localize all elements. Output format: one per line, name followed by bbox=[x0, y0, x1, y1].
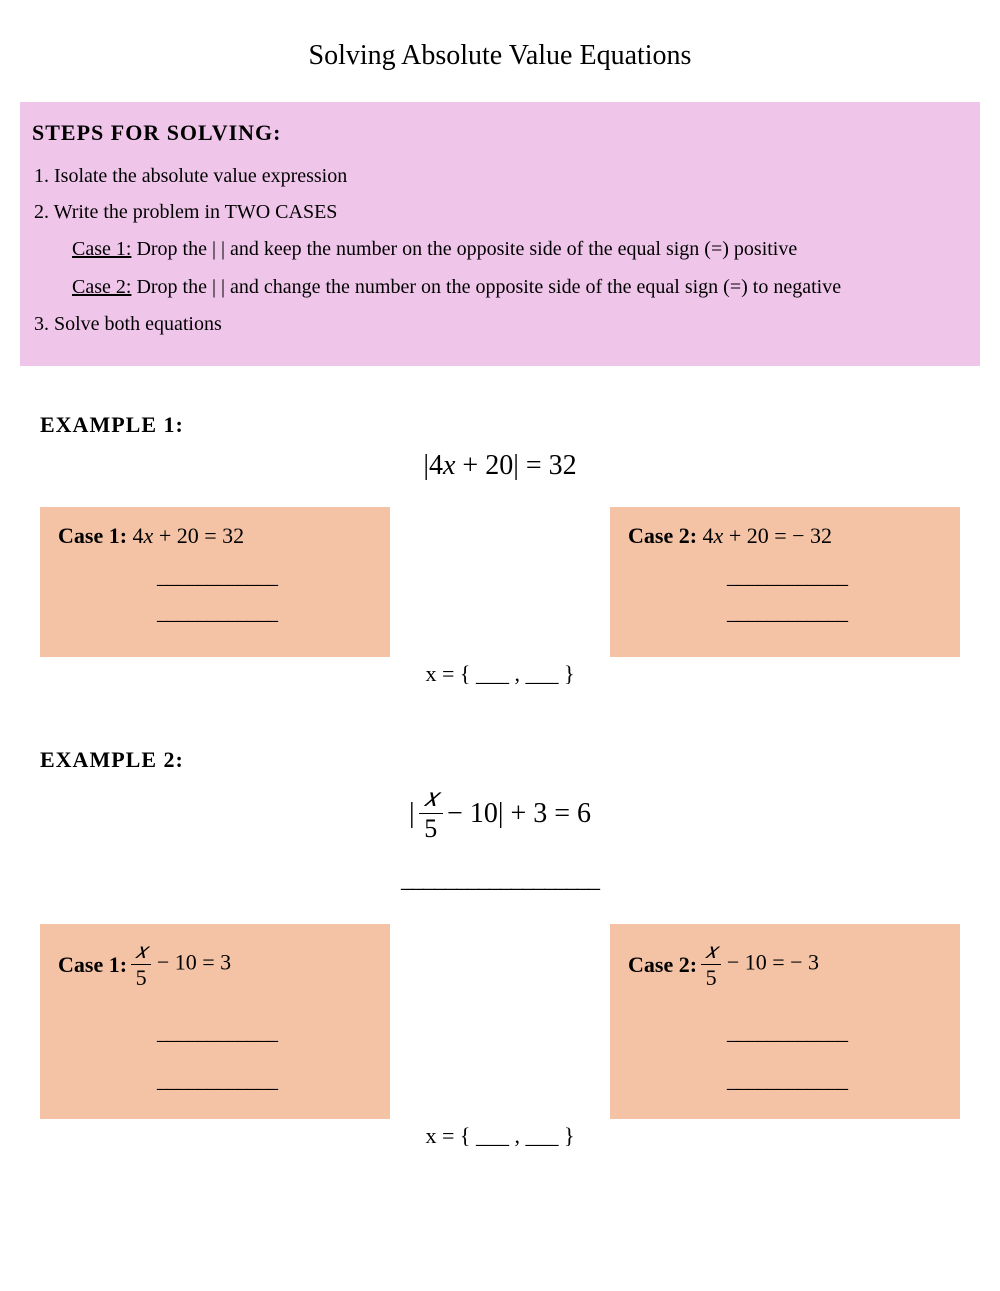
example2-case1-card: Case 1: 𝑥 5 − 10 = 3 ____________ ______… bbox=[40, 924, 390, 1119]
example1-cases-row: Case 1: 4x + 20 = 32 ____________ ______… bbox=[40, 507, 960, 657]
example1-case2-card: Case 2: 4x + 20 = − 32 ____________ ____… bbox=[610, 507, 960, 657]
example2-case1-label: Case 1: bbox=[58, 952, 127, 978]
example1-case2-label: Case 2: bbox=[628, 523, 703, 548]
example1-header: Example 1: bbox=[40, 412, 960, 438]
example2-case2-eq: 𝑥 5 − 10 = − 3 bbox=[701, 940, 819, 989]
example1-case1-blank2[interactable]: ____________ bbox=[58, 599, 376, 625]
example2-case1-blank2[interactable]: ____________ bbox=[58, 1067, 376, 1093]
example2-equation: | 𝑥 5 − 10| + 3 = 6 bbox=[40, 785, 960, 842]
step-3: 3. Solve both equations bbox=[34, 306, 968, 342]
example1-equation: |4x + 20| = 32 bbox=[40, 450, 960, 482]
steps-panel: Steps for Solving: 1. Isolate the absolu… bbox=[20, 102, 980, 366]
example2-case2-card: Case 2: 𝑥 5 − 10 = − 3 ____________ ____… bbox=[610, 924, 960, 1119]
example2-solution[interactable]: x = { ___ , ___ } bbox=[40, 1123, 960, 1149]
example1-solution[interactable]: x = { ___ , ___ } bbox=[40, 661, 960, 687]
example2-panel: Example 2: | 𝑥 5 − 10| + 3 = 6 _________… bbox=[20, 729, 980, 1163]
step-2-case-1: Case 1: Drop the | | and keep the number… bbox=[72, 230, 968, 268]
step-2: 2. Write the problem in TWO CASES bbox=[34, 194, 968, 230]
example1-panel: Example 1: |4x + 20| = 32 Case 1: 4x + 2… bbox=[20, 394, 980, 701]
example2-case2-label: Case 2: bbox=[628, 952, 697, 978]
example2-eq-num: 𝑥 bbox=[419, 785, 443, 814]
example1-case1-label: Case 1: bbox=[58, 523, 133, 548]
steps-header: Steps for Solving: bbox=[32, 120, 968, 146]
example2-case1-eq: 𝑥 5 − 10 = 3 bbox=[131, 940, 231, 989]
example2-eq-den: 5 bbox=[419, 814, 443, 842]
step-2-case-2: Case 2: Drop the | | and change the numb… bbox=[72, 268, 968, 306]
example2-case2-num: 𝑥 bbox=[701, 940, 721, 965]
example2-cases-row: Case 1: 𝑥 5 − 10 = 3 ____________ ______… bbox=[40, 924, 960, 1119]
example1-case1-card: Case 1: 4x + 20 = 32 ____________ ______… bbox=[40, 507, 390, 657]
example1-case2-blank1[interactable]: ____________ bbox=[628, 563, 946, 589]
case2-label: Case 2: bbox=[72, 276, 131, 298]
example2-case1-num: 𝑥 bbox=[131, 940, 151, 965]
page-title: Solving Absolute Value Equations bbox=[20, 40, 980, 72]
example2-case2-suffix: − 10 = − 3 bbox=[727, 950, 819, 975]
example2-case2-blank1[interactable]: ____________ bbox=[628, 1019, 946, 1045]
example1-case1-blank1[interactable]: ____________ bbox=[58, 563, 376, 589]
example2-eq-suffix: − 10| + 3 = 6 bbox=[447, 798, 591, 830]
example2-case2-den: 5 bbox=[701, 965, 721, 989]
example1-case2-blank2[interactable]: ____________ bbox=[628, 599, 946, 625]
example2-case1-blank1[interactable]: ____________ bbox=[58, 1019, 376, 1045]
example1-case1-eq: 4x + 20 = 32 bbox=[133, 523, 245, 548]
example2-case1-suffix: − 10 = 3 bbox=[157, 950, 231, 975]
example2-case1-den: 5 bbox=[131, 965, 151, 989]
example2-case2-blank2[interactable]: ____________ bbox=[628, 1067, 946, 1093]
step-1: 1. Isolate the absolute value expression bbox=[34, 158, 968, 194]
case1-label: Case 1: bbox=[72, 238, 131, 260]
example2-center-blank[interactable]: __________________ bbox=[40, 867, 960, 894]
case2-text: Drop the | | and change the number on th… bbox=[131, 276, 841, 298]
example1-case2-eq: 4x + 20 = − 32 bbox=[703, 523, 833, 548]
case1-text: Drop the | | and keep the number on the … bbox=[131, 238, 797, 260]
example2-header: Example 2: bbox=[40, 747, 960, 773]
